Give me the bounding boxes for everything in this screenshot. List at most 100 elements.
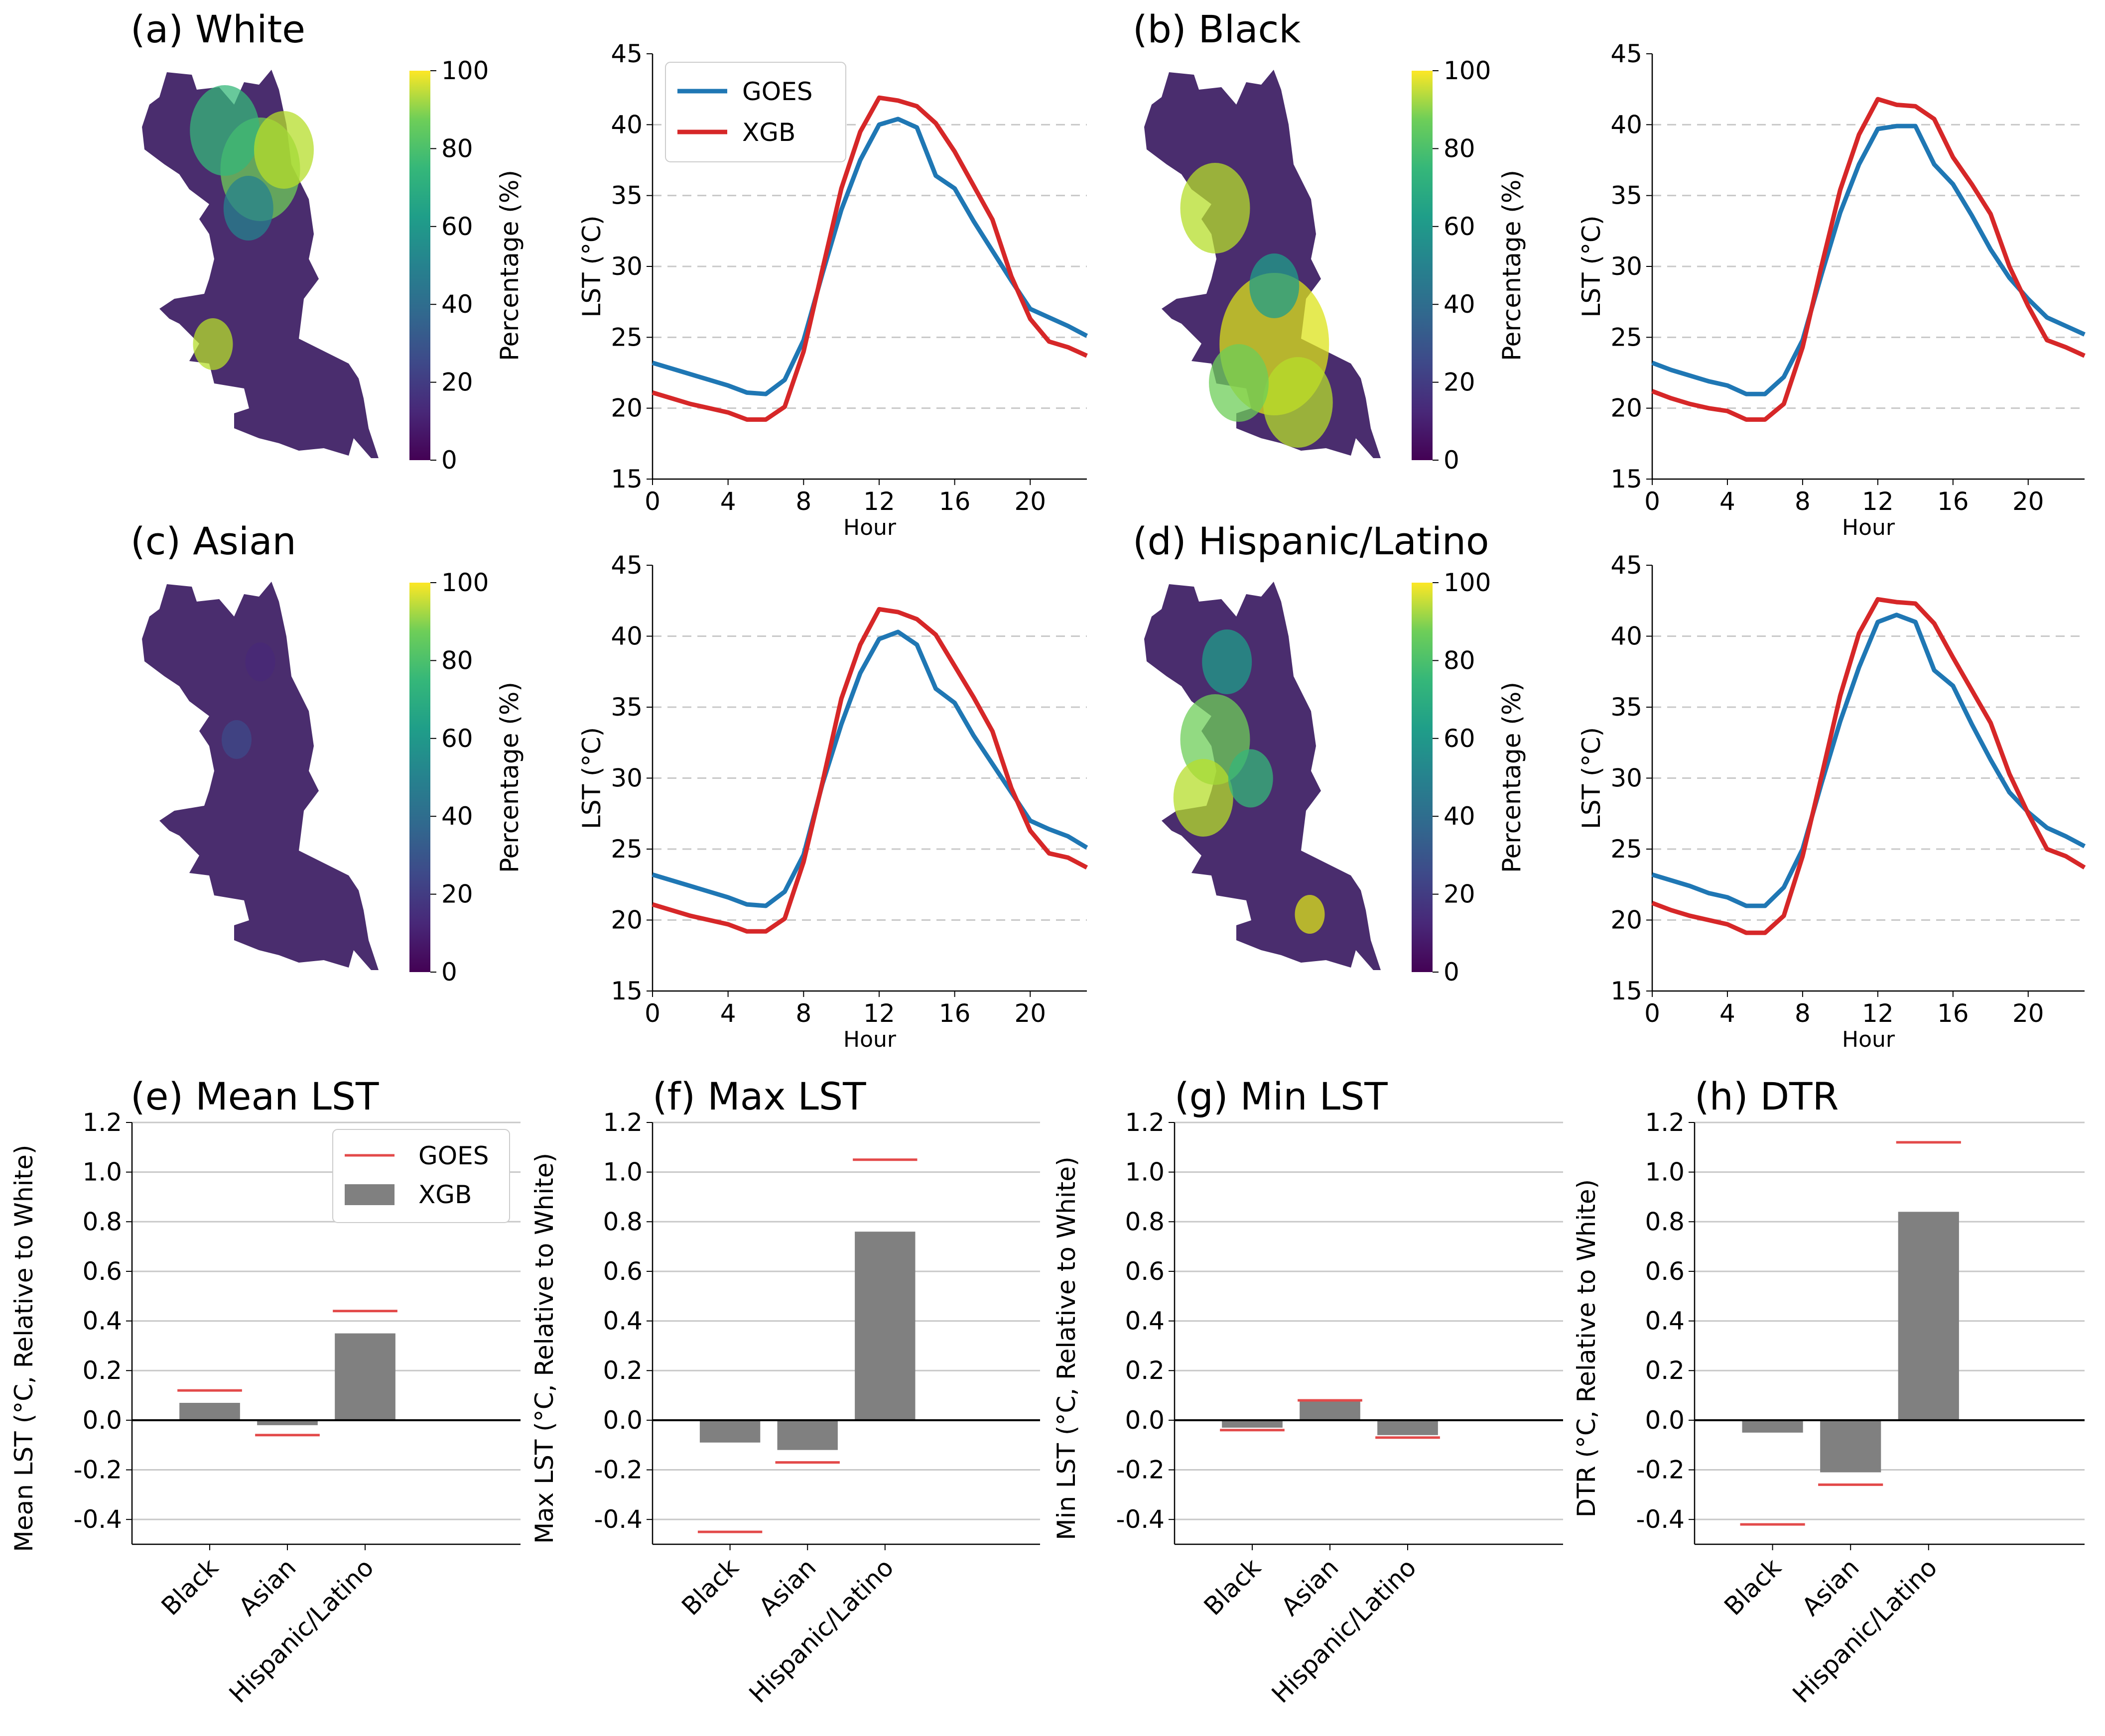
x-tick-label: Hispanic/Latino (1787, 1553, 1943, 1709)
y-axis-label: LST (°C) (577, 216, 606, 318)
x-tick-label: Asian (753, 1553, 822, 1621)
colorbar-tick-label: 60 (441, 212, 473, 241)
legend-label-xgb: XGB (418, 1180, 472, 1209)
x-tick-label: 0 (645, 999, 660, 1028)
map-patch (1263, 357, 1333, 448)
bar-asian (257, 1420, 318, 1425)
map-patch (1228, 749, 1273, 808)
x-tick-label: 4 (1719, 487, 1735, 516)
y-tick-label: 40 (611, 622, 643, 651)
colorbar-tick-label: 0 (1444, 446, 1459, 475)
y-tick-label: -0.4 (1116, 1505, 1165, 1534)
colorbar-tick-label: 80 (441, 646, 473, 675)
y-axis-label: LST (°C) (577, 727, 606, 829)
map-shape (142, 582, 379, 970)
bar-hispanic-latino (335, 1333, 395, 1420)
legend-label-goes: GOES (742, 77, 812, 106)
colorbar-tick-label: 80 (441, 134, 473, 163)
y-tick-label: 0.8 (1645, 1207, 1685, 1236)
colorbar-tick-label: 20 (1444, 880, 1475, 909)
colorbar-tick-label: 60 (441, 724, 473, 753)
y-tick-label: 30 (611, 252, 643, 281)
y-tick-label: 35 (611, 693, 643, 722)
map-panel-d: (d) Hispanic/Latino 0 20 40 60 80 100 Percentag… (1133, 519, 1526, 987)
x-tick-label: 16 (1937, 487, 1969, 516)
map-title: (d) Hispanic/Latino (1133, 519, 1489, 563)
x-axis-label: Hour (1842, 515, 1895, 540)
city-map (1144, 582, 1381, 970)
series-line-xgb (1651, 97, 2086, 422)
y-tick-label: 40 (1610, 110, 1642, 139)
y-tick-label: 1.2 (1125, 1108, 1165, 1137)
y-axis-label: LST (°C) (1577, 216, 1606, 318)
y-tick-label: -0.2 (73, 1456, 122, 1485)
colorbar-tick-label: 0 (441, 958, 457, 987)
y-tick-label: 25 (611, 323, 643, 352)
x-tick-label: 4 (1719, 999, 1735, 1028)
y-tick-label: 0.0 (1645, 1406, 1685, 1435)
y-tick-label: 35 (611, 181, 643, 210)
y-tick-label: 0.2 (1645, 1356, 1685, 1385)
x-tick-label: 8 (1795, 487, 1811, 516)
map-patch (1180, 163, 1250, 253)
y-tick-label: 15 (1610, 977, 1642, 1005)
line-chart-c: 15 20 25 30 35 40 45 0 4 8 12 16 20 Hour LST (°C) (577, 551, 1088, 1052)
bar-black (1742, 1420, 1803, 1433)
y-axis-label: Min LST (°C, Relative to White) (1052, 1156, 1081, 1540)
x-tick-label: Hispanic/Latino (224, 1553, 380, 1709)
legend-label-xgb: XGB (742, 118, 795, 147)
x-tick-label: 12 (1862, 487, 1894, 516)
chart-title: (h) DTR (1695, 1074, 1839, 1118)
legend-swatch-xgb (345, 1184, 395, 1205)
y-tick-label: 0.8 (82, 1207, 122, 1236)
y-tick-label: -0.4 (1636, 1505, 1685, 1534)
bar-chart-g: (g) Min LST -0.4 -0.2 0.0 0.2 0.4 0.6 0.8 1.0 1.2… (1052, 1074, 1563, 1709)
colorbar-label: Percentage (%) (495, 170, 524, 361)
map-title: (b) Black (1133, 7, 1301, 51)
y-tick-label: 25 (1610, 835, 1642, 864)
y-tick-label: 1.2 (1645, 1108, 1685, 1137)
y-tick-label: 20 (1610, 906, 1642, 935)
y-tick-label: 15 (1610, 465, 1642, 494)
bar-chart-h: (h) DTR -0.4 -0.2 0.0 0.2 0.4 0.6 0.8 1.0 1.2 Blac… (1572, 1074, 2085, 1709)
y-tick-label: 0.0 (1125, 1406, 1165, 1435)
y-tick-label: 0.0 (82, 1406, 122, 1435)
y-tick-label: 40 (1610, 622, 1642, 651)
y-tick-label: -0.2 (1636, 1456, 1685, 1485)
x-tick-label: Black (1718, 1553, 1787, 1621)
x-tick-label: 16 (939, 999, 971, 1028)
bar-black (1222, 1420, 1283, 1428)
bar-asian (1300, 1400, 1360, 1420)
x-tick-label: 0 (1644, 487, 1660, 516)
x-tick-label: 20 (2012, 487, 2044, 516)
map-patch (1249, 253, 1300, 318)
x-tick-label: 12 (863, 487, 895, 516)
x-tick-label: Hispanic/Latino (744, 1553, 900, 1709)
bar-charts-layer: (e) Mean LST -0.4 -0.2 0.0 0.2 0.4 0.6 0.8 1.0 1.… (9, 1074, 2085, 1709)
x-tick-label: Asian (1796, 1553, 1865, 1621)
line-chart-a: 15 20 25 30 35 40 45 0 4 8 12 16 20 Hour LST (°C) GOES X… (577, 39, 1088, 540)
city-map (142, 582, 379, 970)
map-patch (222, 720, 252, 759)
y-tick-label: 25 (1610, 323, 1642, 352)
series-line-xgb (1651, 597, 2086, 935)
colorbar-tick-label: 80 (1444, 646, 1475, 675)
y-tick-label: 45 (611, 551, 643, 580)
series-line-goes (1651, 613, 2086, 908)
map-patch (1295, 895, 1325, 934)
y-tick-label: 0.2 (1125, 1356, 1165, 1385)
y-tick-label: 25 (611, 835, 643, 864)
map-patch (1209, 344, 1269, 422)
y-tick-label: 0.6 (1645, 1257, 1685, 1286)
map-patch (223, 176, 273, 241)
city-map (1144, 70, 1381, 458)
y-tick-label: 20 (611, 394, 643, 423)
y-tick-label: 0.6 (603, 1257, 643, 1286)
bar-chart-e: (e) Mean LST -0.4 -0.2 0.0 0.2 0.4 0.6 0.8 1.0 1.… (9, 1074, 521, 1709)
y-tick-label: 0.8 (1125, 1207, 1165, 1236)
y-axis-label: Max LST (°C, Relative to White) (530, 1153, 559, 1544)
y-tick-label: 0.4 (603, 1307, 643, 1336)
